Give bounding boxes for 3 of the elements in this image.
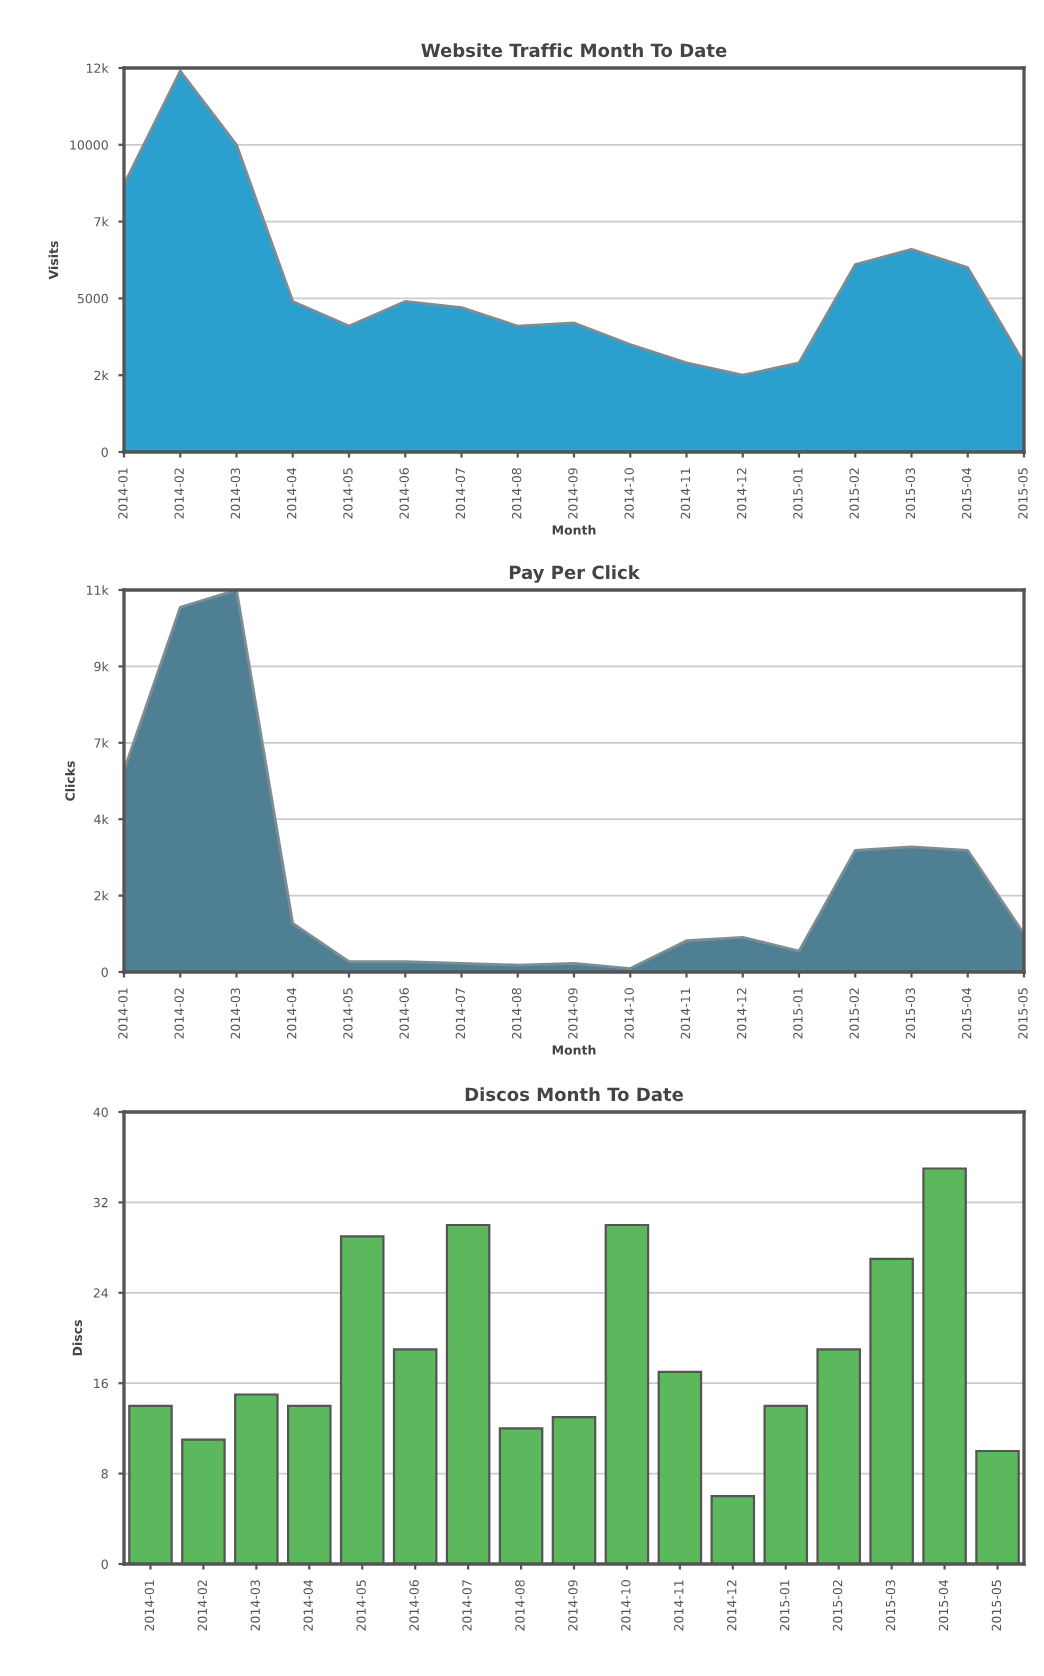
chart-title: Pay Per Click [509,565,641,583]
chart-title: Website Traffic Month To Date [421,43,727,58]
chart-title: Discos Month To Date [465,1087,683,1102]
